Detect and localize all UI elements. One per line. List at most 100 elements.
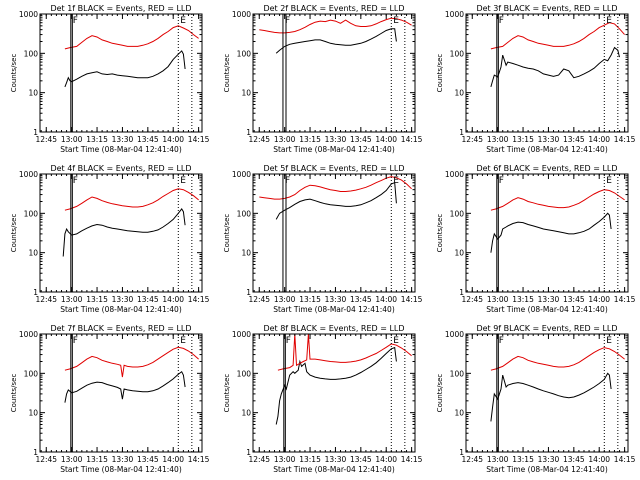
x-tick-label: 14:15 — [401, 135, 423, 144]
plot-frame — [465, 13, 629, 133]
marker-label-f: F — [499, 176, 504, 186]
panel-det-5: Det 5f BLACK = Events, RED = LLD F E 1 10 100… — [223, 164, 423, 314]
x-tick-label: 13:00 — [61, 135, 83, 144]
series-lld-line — [277, 334, 412, 371]
x-axis-label: Start Time (08-Mar-04 12:41:40) — [60, 305, 182, 314]
panel-title: Det 2f BLACK = Events, RED = LLD — [263, 4, 404, 13]
marker-label-f: F — [73, 176, 78, 186]
x-tick-label: 14:00 — [375, 455, 397, 464]
y-tick-label: 10 — [28, 249, 38, 258]
y-tick-label: 10 — [454, 89, 464, 98]
plot-frame — [39, 333, 203, 453]
x-tick-label: 12:45 — [35, 295, 57, 304]
x-tick-label: 12:45 — [248, 455, 270, 464]
x-tick-label: 14:00 — [375, 295, 397, 304]
plot-frame — [465, 333, 629, 453]
y-tick-label: 1 — [246, 128, 251, 137]
x-tick-label: 14:00 — [588, 455, 610, 464]
y-tick-label: 10 — [28, 409, 38, 418]
x-tick-label: 14:15 — [401, 295, 423, 304]
x-tick-label: 13:45 — [137, 135, 159, 144]
y-tick-label: 100 — [237, 369, 252, 378]
x-tick-label: 13:15 — [86, 455, 108, 464]
y-tick-label: 100 — [24, 369, 39, 378]
x-tick-label: 12:45 — [461, 135, 483, 144]
x-axis-label: Start Time (08-Mar-04 12:41:40) — [60, 465, 182, 474]
panel-det-2: Det 2f BLACK = Events, RED = LLD F E 1 10 100… — [223, 4, 423, 154]
x-tick-label: 12:45 — [248, 135, 270, 144]
series-events-line — [64, 50, 186, 88]
y-axis-label: Counts/sec — [223, 54, 231, 93]
y-tick-label: 1000 — [232, 170, 251, 179]
x-axis-label: Start Time (08-Mar-04 12:41:40) — [273, 305, 395, 314]
x-tick-label: 13:15 — [299, 135, 321, 144]
panel-title: Det 6f BLACK = Events, RED = LLD — [476, 164, 617, 173]
x-tick-label: 12:45 — [35, 135, 57, 144]
x-tick-label: 13:30 — [538, 295, 560, 304]
panel-det-3: Det 3f BLACK = Events, RED = LLD F E 1 10 100… — [436, 4, 636, 154]
y-tick-label: 1 — [459, 448, 464, 457]
x-tick-label: 14:15 — [401, 455, 423, 464]
y-axis-label: Counts/sec — [436, 374, 444, 413]
x-tick-label: 12:45 — [461, 455, 483, 464]
y-tick-label: 100 — [450, 209, 465, 218]
x-tick-label: 13:30 — [538, 455, 560, 464]
y-axis-label: Counts/sec — [10, 214, 18, 253]
panel-title: Det 1f BLACK = Events, RED = LLD — [50, 4, 191, 13]
x-axis-label: Start Time (08-Mar-04 12:41:40) — [273, 145, 395, 154]
y-tick-label: 1 — [459, 128, 464, 137]
series-lld-line — [490, 347, 625, 371]
y-tick-label: 1 — [33, 448, 38, 457]
x-tick-label: 13:00 — [487, 455, 509, 464]
y-tick-label: 1 — [246, 288, 251, 297]
x-tick-label: 13:00 — [274, 455, 296, 464]
x-tick-label: 14:15 — [614, 295, 636, 304]
y-tick-label: 10 — [241, 409, 251, 418]
y-tick-label: 100 — [237, 209, 252, 218]
y-tick-label: 1000 — [445, 170, 464, 179]
x-tick-label: 13:45 — [563, 295, 585, 304]
marker-label-e: E — [180, 176, 186, 186]
x-tick-label: 13:45 — [563, 135, 585, 144]
y-tick-label: 100 — [237, 49, 252, 58]
x-tick-label: 13:45 — [350, 295, 372, 304]
panel-title: Det 8f BLACK = Events, RED = LLD — [263, 324, 404, 333]
x-tick-label: 12:45 — [461, 295, 483, 304]
x-tick-label: 13:15 — [86, 295, 108, 304]
marker-label-e: E — [180, 16, 186, 26]
x-axis-label: Start Time (08-Mar-04 12:41:40) — [486, 145, 608, 154]
marker-label-f: F — [499, 336, 504, 346]
panel-title: Det 4f BLACK = Events, RED = LLD — [50, 164, 191, 173]
x-tick-label: 14:00 — [162, 135, 184, 144]
x-tick-label: 13:30 — [325, 295, 347, 304]
panel-title: Det 3f BLACK = Events, RED = LLD — [476, 4, 617, 13]
x-tick-label: 13:30 — [112, 135, 134, 144]
x-tick-label: 13:30 — [112, 455, 134, 464]
plot-frame — [39, 173, 203, 293]
series-events-line — [490, 212, 612, 253]
y-tick-label: 1000 — [232, 10, 251, 19]
marker-label-f: F — [73, 16, 78, 26]
panel-det-6: Det 6f BLACK = Events, RED = LLD F E 1 10 100… — [436, 164, 636, 314]
series-lld-line — [490, 189, 625, 211]
series-lld-line — [64, 188, 199, 211]
panel-title: Det 9f BLACK = Events, RED = LLD — [476, 324, 617, 333]
x-tick-label: 13:45 — [137, 295, 159, 304]
y-axis-label: Counts/sec — [436, 54, 444, 93]
x-tick-label: 14:00 — [588, 135, 610, 144]
x-tick-label: 13:15 — [86, 135, 108, 144]
y-tick-label: 1 — [459, 288, 464, 297]
plot-frame — [465, 173, 629, 293]
marker-label-f: F — [73, 336, 78, 346]
marker-label-e: E — [606, 176, 612, 186]
x-tick-label: 14:15 — [614, 135, 636, 144]
y-tick-label: 10 — [241, 249, 251, 258]
y-axis-label: Counts/sec — [223, 374, 231, 413]
series-lld-line — [64, 25, 199, 50]
panel-title: Det 7f BLACK = Events, RED = LLD — [50, 324, 191, 333]
x-tick-label: 13:45 — [137, 455, 159, 464]
series-events-line — [275, 182, 397, 220]
x-tick-label: 14:00 — [162, 455, 184, 464]
x-axis-label: Start Time (08-Mar-04 12:41:40) — [60, 145, 182, 154]
